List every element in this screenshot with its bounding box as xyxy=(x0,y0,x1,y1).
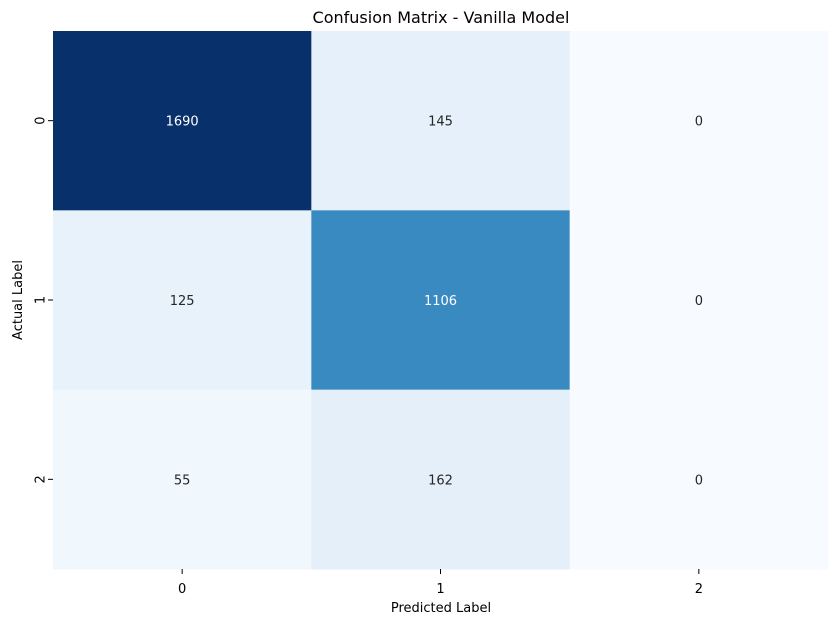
x-axis: 0 1 2 xyxy=(178,569,703,597)
heatmap-cell xyxy=(53,389,312,570)
cell-value-label: 1106 xyxy=(424,294,457,309)
y-tick-label: 2 xyxy=(34,475,49,483)
heatmap-cell xyxy=(569,210,829,391)
y-tick-label: 0 xyxy=(34,117,49,125)
heatmap-cell xyxy=(53,210,312,391)
y-axis-label: Actual Label xyxy=(11,260,26,340)
y-axis: 0 1 2 xyxy=(34,117,53,483)
chart-title: Confusion Matrix - Vanilla Model xyxy=(313,8,570,27)
cell-value-label: 0 xyxy=(695,115,703,130)
heatmap-cell xyxy=(311,31,571,211)
cell-value-label: 162 xyxy=(428,473,453,488)
cell-value-label: 1690 xyxy=(166,115,199,130)
cell-value-label: 145 xyxy=(428,115,453,130)
x-tick-label: 2 xyxy=(695,582,703,597)
heatmap-cells xyxy=(53,31,829,570)
heatmap-cell xyxy=(569,389,829,570)
cell-value-label: 55 xyxy=(174,473,191,488)
heatmap-cell xyxy=(569,31,829,211)
cell-value-label: 0 xyxy=(695,473,703,488)
x-tick-label: 0 xyxy=(178,582,186,597)
cell-annotations: 1690 145 0 125 1106 0 55 162 0 xyxy=(166,115,703,489)
y-tick-label: 1 xyxy=(34,296,49,304)
cell-value-label: 0 xyxy=(695,294,703,309)
heatmap-cell xyxy=(311,389,571,570)
x-tick-label: 1 xyxy=(436,582,444,597)
heatmap-cell xyxy=(53,31,312,211)
heatmap-cell xyxy=(311,210,571,391)
x-axis-label: Predicted Label xyxy=(391,601,491,616)
cell-value-label: 125 xyxy=(170,294,195,309)
